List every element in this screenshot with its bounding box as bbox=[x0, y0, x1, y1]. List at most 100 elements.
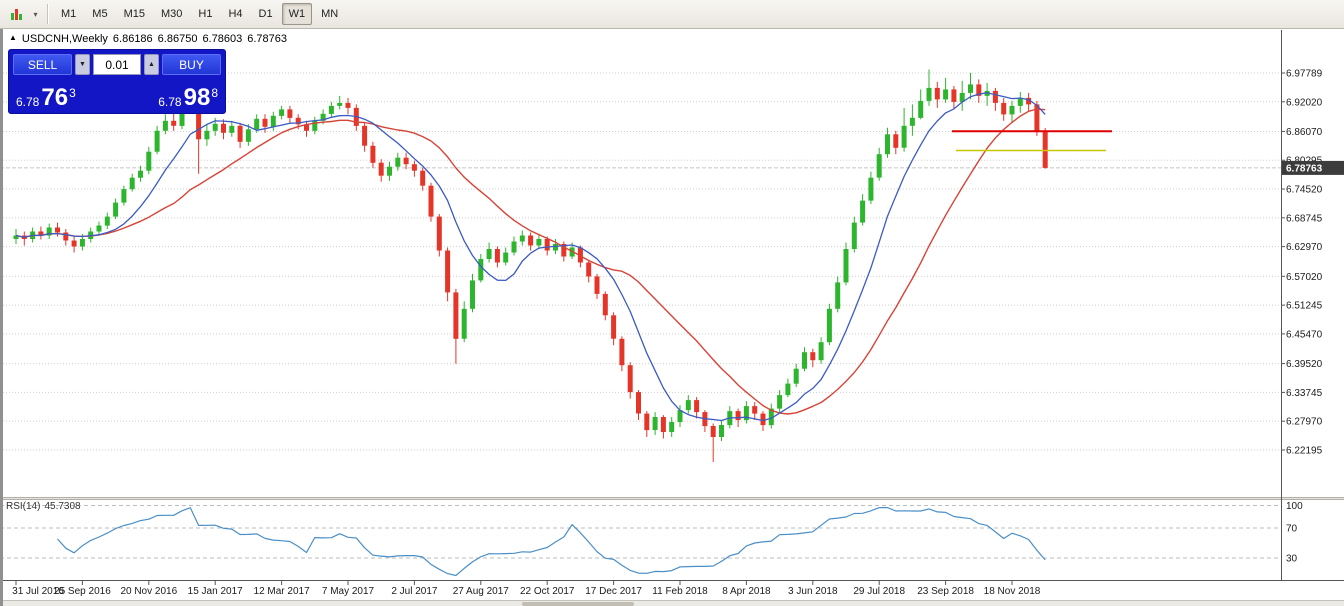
timeframe-button-h1[interactable]: H1 bbox=[198, 8, 213, 20]
candle bbox=[38, 226, 44, 240]
timeframes-toolbar: ▾ M1 M5 M15 M30 H1 H4 D1 W1 MN bbox=[0, 0, 1344, 29]
timeframe-button-mn[interactable]: MN bbox=[321, 8, 339, 20]
current-price-badge bbox=[1282, 160, 1344, 175]
candle bbox=[976, 79, 982, 103]
candle bbox=[129, 173, 135, 192]
time-axis-label: 15 Jan 2017 bbox=[188, 586, 243, 597]
candle bbox=[893, 130, 899, 155]
candle bbox=[503, 247, 509, 266]
candle bbox=[544, 236, 550, 256]
candle bbox=[660, 415, 666, 439]
timeframe-button-w1[interactable]: W1 bbox=[281, 3, 313, 25]
sell-price-fraction: 3 bbox=[69, 86, 76, 100]
candle bbox=[810, 348, 816, 368]
timeframe-button-m5[interactable]: M5 bbox=[92, 8, 108, 20]
price-axis-label: 6.97789 bbox=[1286, 69, 1323, 80]
chart-ohlc-header: ▲ USDCNH,Weekly 6.86186 6.86750 6.78603 … bbox=[9, 33, 287, 45]
volume-decrease-button[interactable]: ▼ bbox=[75, 54, 90, 75]
window-left-border bbox=[0, 29, 3, 606]
candle bbox=[752, 402, 758, 420]
chart-type-dropdown[interactable]: ▾ bbox=[29, 3, 42, 25]
candle bbox=[536, 234, 542, 249]
timeframe-button-group: M1 M5 M15 M30 H1 H4 D1 W1 MN bbox=[53, 3, 346, 25]
candle bbox=[461, 301, 467, 343]
candle bbox=[138, 165, 143, 182]
timeframe-button-d1[interactable]: D1 bbox=[258, 8, 273, 20]
candle bbox=[1042, 128, 1048, 169]
candle bbox=[104, 212, 110, 229]
candle bbox=[777, 390, 783, 413]
candle bbox=[901, 107, 907, 152]
scrollbar-thumb[interactable] bbox=[522, 602, 634, 606]
candle bbox=[470, 273, 475, 313]
rsi-name: RSI(14) bbox=[6, 501, 41, 512]
low-value: 6.78603 bbox=[202, 33, 243, 45]
moving-averages bbox=[15, 92, 1046, 422]
timeframe-button-m30[interactable]: M30 bbox=[160, 8, 183, 20]
price-axis-label: 6.45470 bbox=[1286, 329, 1323, 340]
rsi-value: 45.7308 bbox=[44, 501, 81, 512]
candle bbox=[171, 112, 177, 131]
price-axis-label: 6.27970 bbox=[1286, 417, 1323, 428]
candle bbox=[411, 160, 417, 177]
sell-button[interactable]: SELL bbox=[13, 54, 72, 75]
candle bbox=[21, 231, 27, 246]
price-axis-label: 6.86070 bbox=[1286, 127, 1323, 138]
candle bbox=[959, 80, 965, 111]
candle bbox=[345, 97, 351, 115]
candle bbox=[868, 171, 874, 205]
candle bbox=[619, 336, 625, 372]
candle bbox=[494, 246, 500, 268]
buy-button[interactable]: BUY bbox=[162, 54, 221, 75]
candle bbox=[943, 77, 949, 103]
candle bbox=[1026, 92, 1032, 111]
pane-splitter[interactable] bbox=[0, 497, 1344, 500]
drawn-objects[interactable] bbox=[952, 130, 1112, 152]
candle bbox=[669, 417, 675, 437]
candle bbox=[328, 101, 334, 118]
candle bbox=[685, 395, 691, 414]
timeframe-button-m1[interactable]: M1 bbox=[61, 8, 77, 20]
price-axis[interactable]: 6.977896.920206.860706.802956.745206.687… bbox=[1282, 69, 1344, 565]
chart-type-button[interactable] bbox=[5, 3, 29, 25]
toolbar-separator bbox=[47, 4, 48, 24]
candle bbox=[843, 242, 849, 286]
candle bbox=[63, 229, 69, 246]
candle bbox=[602, 291, 608, 321]
time-axis-label: 20 Nov 2016 bbox=[120, 586, 177, 597]
time-axis-label: 7 May 2017 bbox=[322, 586, 375, 597]
candle bbox=[71, 236, 77, 253]
candle bbox=[370, 141, 376, 168]
candle bbox=[885, 127, 890, 158]
candle bbox=[694, 397, 700, 419]
axes: 6.977896.920206.860706.802956.745206.687… bbox=[0, 30, 1344, 597]
candle bbox=[154, 125, 160, 155]
candle bbox=[378, 159, 384, 182]
current-price-value: 6.78763 bbox=[1286, 163, 1323, 174]
candle bbox=[270, 111, 276, 131]
candle bbox=[851, 216, 857, 253]
candle bbox=[121, 185, 127, 206]
candle bbox=[1034, 100, 1040, 136]
candle bbox=[146, 146, 152, 175]
time-axis-label: 31 Jul 2016 bbox=[12, 586, 64, 597]
price-axis-label: 6.74520 bbox=[1286, 185, 1323, 196]
candle bbox=[1017, 91, 1023, 113]
candle bbox=[785, 378, 791, 398]
candle bbox=[860, 194, 866, 226]
candle bbox=[478, 254, 484, 283]
candle bbox=[586, 260, 592, 283]
symbol-marker-icon: ▲ bbox=[9, 33, 17, 42]
time-axis-label: 3 Jun 2018 bbox=[788, 586, 838, 597]
timeframe-button-m15[interactable]: M15 bbox=[123, 8, 145, 20]
time-axis-label: 18 Nov 2018 bbox=[984, 586, 1041, 597]
candle bbox=[702, 410, 708, 432]
candlestick-chart-icon bbox=[10, 7, 24, 22]
candle bbox=[453, 288, 459, 364]
horizontal-scrollbar[interactable] bbox=[0, 600, 1344, 606]
volume-input[interactable]: 0.01 bbox=[93, 54, 141, 75]
volume-increase-button[interactable]: ▲ bbox=[144, 54, 159, 75]
timeframe-button-h4[interactable]: H4 bbox=[228, 8, 243, 20]
